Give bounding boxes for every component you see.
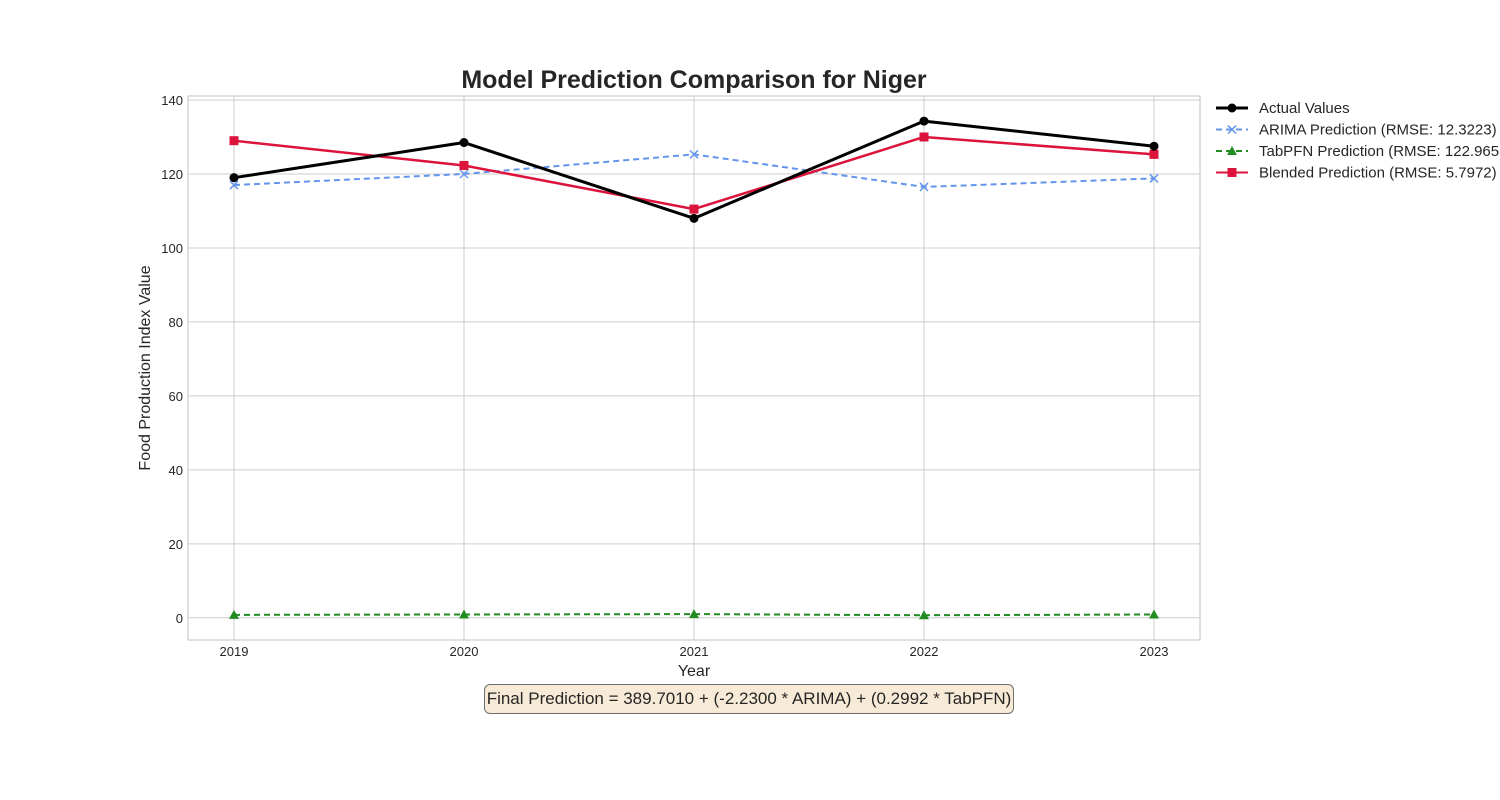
series-layer — [229, 116, 1159, 620]
data-point — [459, 138, 469, 148]
data-point — [459, 160, 469, 170]
y-tick-label: 120 — [161, 167, 183, 182]
y-axis-label: Food Production Index Value — [137, 265, 154, 470]
y-tick-label: 0 — [176, 611, 183, 626]
series-1 — [229, 149, 1159, 192]
x-tick-label: 2023 — [1140, 644, 1169, 659]
x-tick-label: 2022 — [910, 644, 939, 659]
x-axis-ticks: 2019 2020 2021 2022 2023 — [220, 644, 1169, 659]
legend-item: Actual Values — [1216, 100, 1350, 117]
data-point — [689, 149, 699, 159]
y-tick-label: 40 — [169, 463, 183, 478]
data-point — [919, 116, 929, 126]
data-point — [229, 136, 239, 146]
series-0 — [229, 116, 1159, 223]
legend-marker — [1227, 168, 1237, 177]
y-axis-ticks: 0 20 40 60 80 100 120 140 — [161, 93, 183, 626]
series-3 — [229, 132, 1159, 214]
data-point — [459, 169, 469, 179]
legend-item: Blended Prediction (RMSE: 5.7972) — [1216, 165, 1497, 182]
data-point — [229, 180, 239, 190]
x-tick-label: 2021 — [680, 644, 709, 659]
y-tick-label: 20 — [169, 537, 183, 552]
data-point — [689, 204, 699, 214]
data-point — [229, 609, 239, 619]
x-tick-label: 2019 — [220, 644, 249, 659]
data-point — [1149, 609, 1159, 619]
legend-label: ARIMA Prediction (RMSE: 12.3223) — [1259, 122, 1497, 139]
grid-lines — [188, 96, 1200, 640]
chart-title: Model Prediction Comparison for Niger — [461, 66, 927, 94]
y-tick-label: 60 — [169, 389, 183, 404]
data-point — [919, 610, 929, 620]
legend-label: TabPFN Prediction (RMSE: 122.965 — [1259, 143, 1499, 160]
data-point — [1149, 149, 1159, 159]
x-tick-label: 2020 — [450, 644, 479, 659]
plot-frame — [187, 95, 1201, 641]
data-point — [689, 213, 699, 223]
data-point — [919, 132, 929, 142]
legend-marker — [1227, 146, 1237, 155]
data-point — [689, 609, 699, 619]
y-tick-label: 80 — [169, 315, 183, 330]
series-2 — [229, 609, 1159, 620]
legend: Actual Values ARIMA Prediction (RMSE: 12.… — [1216, 100, 1499, 182]
y-tick-label: 140 — [161, 93, 183, 108]
legend-item: ARIMA Prediction (RMSE: 12.3223) — [1216, 122, 1497, 139]
legend-marker — [1227, 124, 1237, 135]
data-point — [1149, 141, 1159, 151]
legend-marker — [1227, 103, 1237, 113]
data-point — [1149, 173, 1159, 183]
data-point — [919, 182, 929, 192]
data-point — [459, 609, 469, 619]
data-point — [229, 173, 239, 183]
x-axis-label: Year — [678, 663, 711, 680]
legend-label: Blended Prediction (RMSE: 5.7972) — [1259, 165, 1497, 182]
legend-item: TabPFN Prediction (RMSE: 122.965 — [1216, 143, 1499, 160]
y-tick-label: 100 — [161, 241, 183, 256]
legend-label: Actual Values — [1259, 100, 1350, 117]
formula-annotation: Final Prediction = 389.7010 + (-2.2300 *… — [484, 684, 1014, 714]
